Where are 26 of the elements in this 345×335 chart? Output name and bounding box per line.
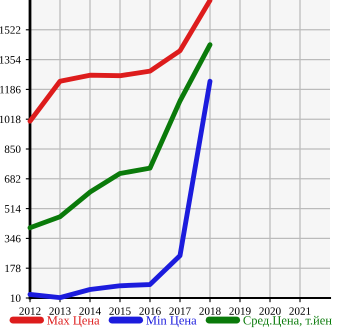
x-tick-label: 2012 xyxy=(19,307,40,315)
x-tick-label: 2018 xyxy=(199,307,221,315)
y-tick-label: 1186 xyxy=(0,86,21,94)
line-series xyxy=(28,42,212,230)
y-tick-label: 850 xyxy=(4,145,21,153)
x-tick-label: 2015 xyxy=(109,307,131,315)
line-series xyxy=(28,78,212,300)
y-tick-label: 10 xyxy=(10,294,21,302)
legend-label: Max Цена xyxy=(47,316,100,328)
x-tick-label: 2021 xyxy=(289,307,310,315)
x-tick-label: 2019 xyxy=(229,307,251,315)
y-tick-label: 514 xyxy=(4,205,21,213)
x-tick-label: 2016 xyxy=(139,307,161,315)
x-tick-label: 2020 xyxy=(259,307,281,315)
line-series xyxy=(28,0,212,124)
x-tick-label: 2017 xyxy=(169,307,191,315)
x-tick-label: 2014 xyxy=(79,307,101,315)
y-tick-label: 178 xyxy=(5,264,21,272)
legend-label: Сред.Цена, т.йен xyxy=(243,316,332,328)
y-tick-label: 1354 xyxy=(0,56,21,64)
y-tick-label: 346 xyxy=(4,234,21,242)
legend-label: Min Цена xyxy=(146,316,196,328)
y-tick-label: 1522 xyxy=(0,26,20,34)
y-tick-label: 1018 xyxy=(0,116,21,124)
y-tick-label: 682 xyxy=(4,175,20,183)
x-tick-label: 2013 xyxy=(49,307,71,315)
